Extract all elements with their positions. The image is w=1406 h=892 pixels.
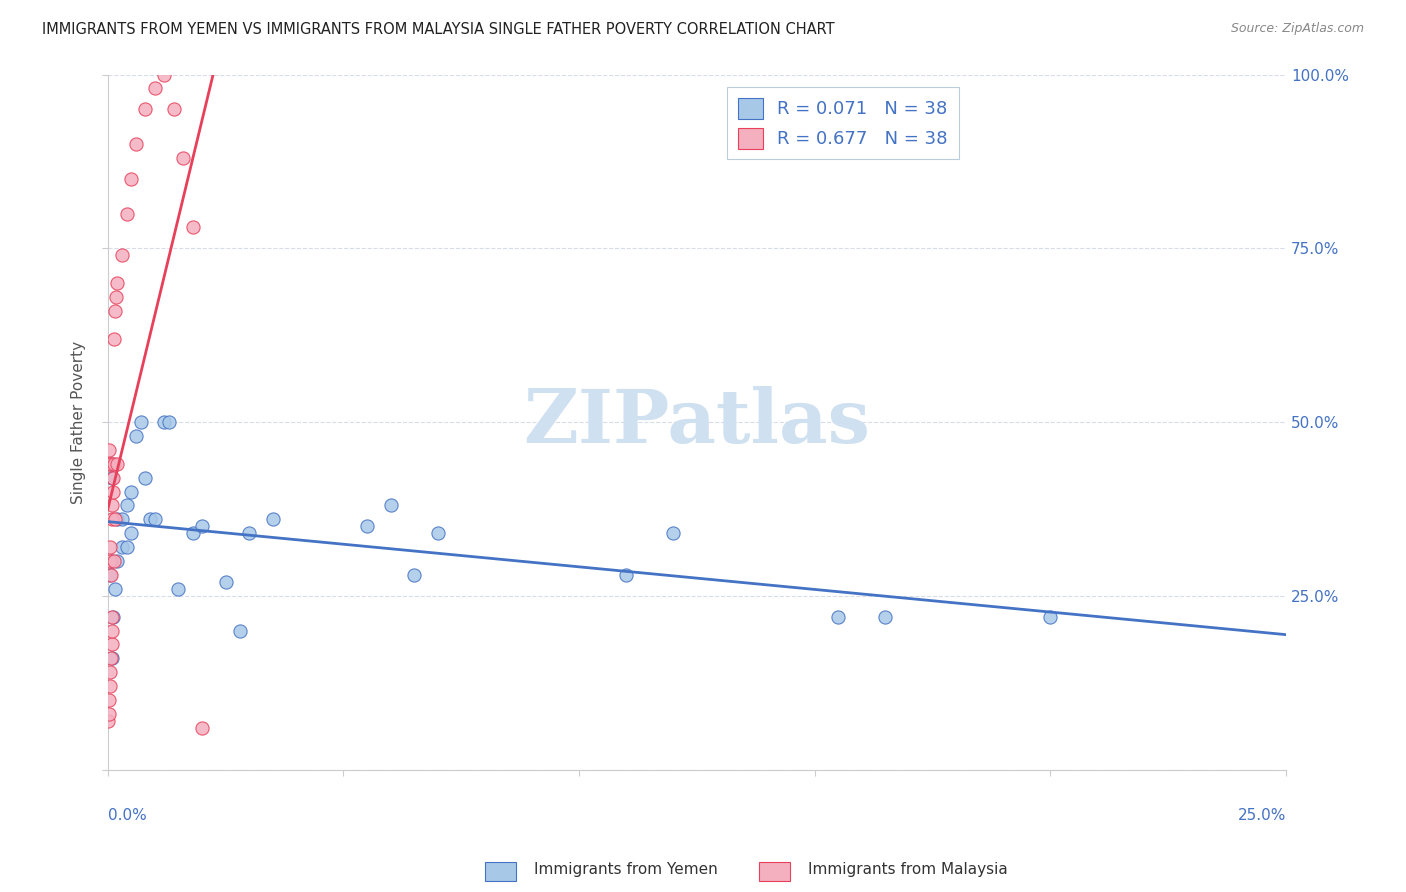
Point <box>827 609 849 624</box>
Point <box>662 526 685 541</box>
Point <box>111 540 134 554</box>
Point <box>115 540 138 554</box>
Point <box>120 484 142 499</box>
Legend: R = 0.071   N = 38, R = 0.677   N = 38: R = 0.071 N = 38, R = 0.677 N = 38 <box>727 87 959 160</box>
Text: IMMIGRANTS FROM YEMEN VS IMMIGRANTS FROM MALAYSIA SINGLE FATHER POVERTY CORRELAT: IMMIGRANTS FROM YEMEN VS IMMIGRANTS FROM… <box>42 22 835 37</box>
Point <box>101 609 124 624</box>
Point <box>98 679 121 693</box>
Point <box>104 303 127 318</box>
Point <box>103 457 125 471</box>
Point <box>103 609 125 624</box>
Point <box>404 568 426 582</box>
Point <box>104 582 127 596</box>
Point <box>120 526 142 541</box>
Point <box>97 693 120 707</box>
Point <box>98 540 121 554</box>
Point <box>111 248 134 262</box>
Point <box>153 415 176 429</box>
Point <box>100 651 122 665</box>
Point <box>98 554 121 568</box>
Point <box>100 457 122 471</box>
Point <box>100 638 122 652</box>
Point <box>356 519 378 533</box>
Point <box>101 651 124 665</box>
Point <box>426 526 449 541</box>
Point <box>101 499 124 513</box>
Point <box>153 68 176 82</box>
Point <box>134 470 156 484</box>
Text: ZIPatlas: ZIPatlas <box>523 385 870 458</box>
Point <box>614 568 637 582</box>
Point <box>125 136 148 151</box>
Text: Immigrants from Yemen: Immigrants from Yemen <box>534 863 718 877</box>
Y-axis label: Single Father Poverty: Single Father Poverty <box>72 341 86 504</box>
Point <box>191 519 214 533</box>
Point <box>97 457 120 471</box>
Text: 0.0%: 0.0% <box>108 808 146 823</box>
Point <box>105 512 128 526</box>
Point <box>262 512 284 526</box>
Point <box>104 290 127 304</box>
Text: 25.0%: 25.0% <box>1237 808 1286 823</box>
Point <box>105 457 128 471</box>
Point <box>125 429 148 443</box>
Point <box>98 442 121 457</box>
Point <box>104 512 127 526</box>
Point <box>157 415 180 429</box>
Point <box>100 512 122 526</box>
Point <box>181 220 204 235</box>
Text: Immigrants from Malaysia: Immigrants from Malaysia <box>808 863 1008 877</box>
Point <box>120 171 142 186</box>
Point <box>101 470 124 484</box>
Point <box>181 526 204 541</box>
Point <box>105 554 128 568</box>
Point <box>115 499 138 513</box>
Point <box>115 206 138 220</box>
Point <box>191 721 214 735</box>
Point <box>111 512 134 526</box>
Point <box>380 499 402 513</box>
Text: Source: ZipAtlas.com: Source: ZipAtlas.com <box>1230 22 1364 36</box>
Point <box>172 151 194 165</box>
Point <box>214 574 236 589</box>
Point <box>143 81 166 95</box>
Point <box>101 624 124 638</box>
Point <box>105 276 128 290</box>
Point <box>163 103 186 117</box>
Point <box>100 568 122 582</box>
Point <box>100 457 122 471</box>
Point <box>98 665 121 680</box>
Point <box>103 470 125 484</box>
Point <box>1039 609 1062 624</box>
Point <box>103 554 125 568</box>
Point <box>139 512 162 526</box>
Point <box>238 526 260 541</box>
Point <box>129 415 152 429</box>
Point <box>98 568 121 582</box>
Point <box>229 624 252 638</box>
Point <box>167 582 190 596</box>
Point <box>143 512 166 526</box>
Point <box>98 706 121 721</box>
Point <box>97 714 120 728</box>
Point <box>875 609 897 624</box>
Point <box>134 103 156 117</box>
Point <box>101 484 124 499</box>
Point <box>101 554 124 568</box>
Point <box>103 332 125 346</box>
